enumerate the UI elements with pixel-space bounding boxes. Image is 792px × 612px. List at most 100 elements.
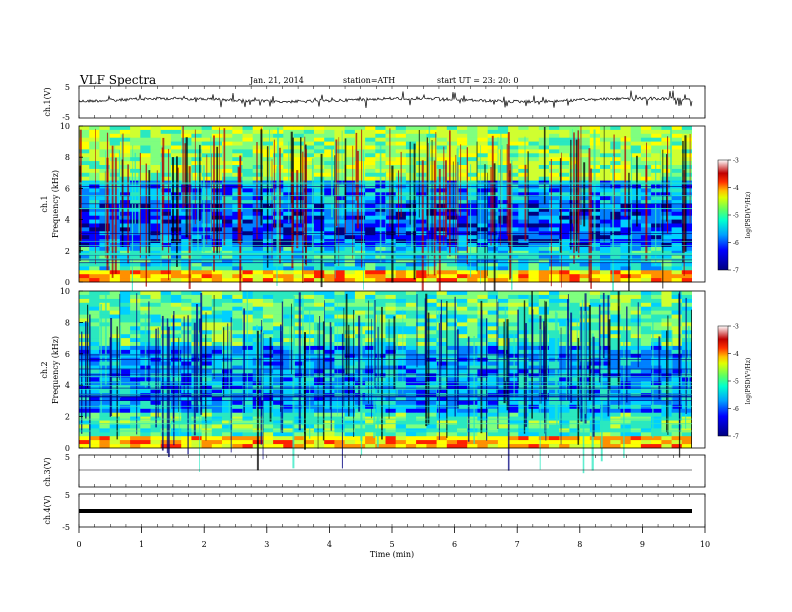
spectrogram-cell [589,310,601,315]
spectrogram-cell [181,440,192,445]
spectrogram-cell [375,361,386,366]
spectrogram-cell [497,373,509,378]
spectrogram-cell [671,196,683,201]
spectrogram-cell [109,412,121,417]
spectrogram-cell [283,243,294,248]
spectrogram-cell [314,165,325,170]
spectrogram-cell [334,254,345,259]
spectrogram-cell [222,436,233,441]
spectrogram-cell [477,227,488,232]
spectrogram-cell [365,381,376,386]
spectrogram-cell [324,408,335,413]
spectrogram-cell [426,338,437,343]
spectrogram-cell [99,145,110,150]
spectrogram-cell [232,291,243,296]
spectrogram-cell [671,404,683,409]
spectrogram-cell [467,207,478,213]
spectrogram-cell [201,129,213,135]
spectrogram-cell [487,389,499,394]
spectrogram-cell [89,353,100,358]
spectrogram-cell [610,133,621,138]
spectrogram-cell [416,207,427,213]
spectrogram-cell [436,133,448,138]
spectrogram-cell [211,298,223,304]
spectrogram-cell [467,188,478,193]
spectrogram-cell [375,377,386,382]
spectrogram-cell [324,385,335,390]
spectrogram-cell [538,204,550,209]
spectrogram-cell [181,126,192,131]
spectrogram-cell [651,345,662,351]
spectrogram-cell [375,436,386,441]
spectrogram-cell [232,246,243,252]
spectrogram-cell [549,262,560,267]
spectrogram-cell [222,262,233,267]
spectrogram-cell [119,404,131,409]
spectrogram-cell [79,334,90,339]
spectrogram-cell [99,400,110,406]
spectrogram-cell [109,381,121,386]
spectrogram-cell [549,188,560,193]
spectrogram-cell [160,444,172,449]
spectrogram-cell [314,385,325,390]
spectrogram-cell [671,227,683,232]
spectrogram-cell [681,424,693,429]
spectrogram-cell [477,165,488,170]
spectrogram-cell [508,294,519,300]
spectrogram-cell [79,227,90,232]
spectrogram-cell [416,361,427,366]
spectrogram-cell [99,207,110,213]
spectrogram-cell [283,444,294,449]
spectrogram-cell [549,404,560,409]
spectrogram-cell [436,200,448,205]
spectrogram-cell [344,243,356,248]
spectrogram-cell [549,373,560,378]
spectrogram-cell [201,404,213,409]
spectrogram-cell [446,176,458,181]
spectrogram-cell [671,235,683,240]
spectrogram-cell [405,365,417,370]
spectrogram-cell [89,215,100,220]
spectrogram-cell [99,258,110,263]
ch1-trace [78,90,693,109]
spectrogram-cell [365,254,376,259]
spectrogram-cell [324,165,335,170]
spectrogram-cell [477,369,488,374]
spectrogram-cell [661,227,672,232]
spectrogram-cell [620,373,632,378]
spectrogram-cell [344,204,356,209]
spectrogram-cell [222,278,233,283]
spectrogram-cell [416,385,427,390]
spectrogram-cell [436,196,448,201]
spectrogram-cell [334,385,345,390]
spectrogram-cell [651,219,662,224]
spectrogram-cell [477,420,488,425]
spectrogram-cell [211,141,223,146]
spectrogram-cell [589,400,601,406]
spectrogram-cell [79,310,90,315]
spectrogram-cell [252,129,264,135]
spectrogram-cell [303,188,315,193]
spectrogram-cell [630,291,642,296]
spectrogram-cell [232,161,243,166]
spectrogram-cell [457,338,468,343]
spectrogram-cell [252,270,264,275]
spectrogram-cell [579,149,591,154]
spectrogram-cell [242,262,254,267]
spectrogram-cell [620,420,632,425]
spectrogram-cell [457,326,468,331]
spectrogram-cell [262,141,274,146]
spectrogram-cell [303,196,315,201]
spectrogram-cell [681,310,693,315]
spectrogram-cell [150,243,162,248]
spectrogram-cell [559,215,570,220]
spectrogram-cell [170,298,182,304]
spectrogram-cell [119,338,131,343]
spectrogram-cell [181,377,192,382]
spectrogram-cell [640,270,652,275]
spectrogram-cell [191,176,202,181]
spectrogram-cell [405,322,417,327]
spectrogram-cell [610,235,621,240]
spectrogram-cell [160,302,172,307]
spectrogram-cell [222,404,233,409]
